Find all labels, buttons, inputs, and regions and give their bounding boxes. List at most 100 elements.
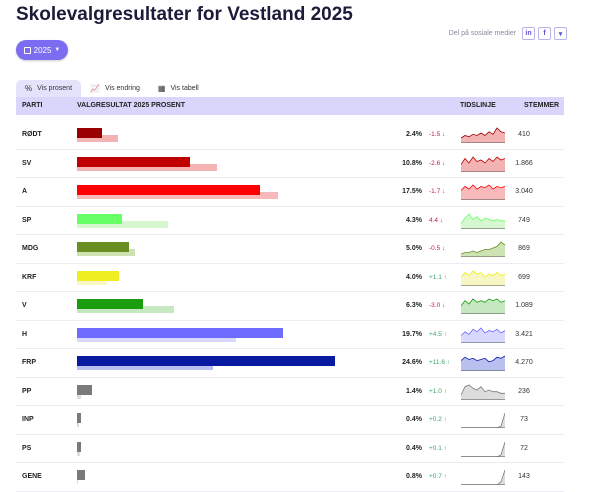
share-bar: Del på sosiale medier in f ▾ (449, 27, 567, 40)
view-tabs: % Vis prosent 📈 Vis endring ▦ Vis tabell (16, 80, 208, 97)
timeline-sparkline[interactable] (461, 296, 505, 314)
result-bar[interactable] (77, 299, 144, 309)
vote-count: 236 (518, 387, 530, 395)
timeline-sparkline[interactable] (461, 467, 505, 485)
share-label: Del på sosiale medier (448, 30, 516, 37)
facebook-share-button[interactable]: f (538, 27, 551, 40)
sparkline-area (461, 470, 505, 485)
percent-icon: % (25, 84, 33, 93)
more-share-button[interactable]: ▾ (554, 27, 567, 40)
tab-vis-prosent[interactable]: % Vis prosent (16, 80, 82, 97)
timeline-sparkline[interactable] (461, 410, 505, 428)
header-timeline: TIDSLINJE (460, 102, 496, 109)
sparkline-area (461, 128, 505, 143)
sparkline-line (461, 241, 505, 255)
change-value: -2.6 ↓ (429, 160, 445, 167)
table-row: A 17.5% -1.7 ↓ 3.040 (16, 178, 564, 207)
party-name: KRF (22, 273, 37, 281)
vote-count: 749 (518, 216, 530, 224)
year-select-button[interactable]: 2025 ▼ (16, 40, 68, 60)
result-bar[interactable] (77, 156, 191, 167)
table-row: INP 0.4% +0.2 ↑ 73 (16, 406, 564, 435)
timeline-sparkline[interactable] (461, 268, 505, 286)
arrow-up-icon: ↑ (441, 416, 447, 423)
sparkline-line (461, 155, 505, 165)
change-text: -1.5 (429, 131, 441, 138)
party-name: PP (22, 387, 32, 395)
linkedin-share-button[interactable]: in (522, 27, 535, 40)
table-row: RØDT 2.4% -1.5 ↓ 410 (16, 121, 564, 150)
change-value: -3.0 ↓ (429, 302, 445, 309)
header-result: VALGRESULTAT 2025 PROSENT (77, 102, 185, 109)
year-label: 2025 (33, 45, 52, 55)
result-percent: 4.0% (406, 273, 422, 281)
results-table: RØDT 2.4% -1.5 ↓ 410 SV 10.8% -2.6 ↓ 1.866 A 17.5… (16, 121, 564, 492)
sparkline-area (461, 384, 505, 400)
table-row: PP 1.4% +1.0 ↑ 236 (16, 378, 564, 406)
previous-result-bar (77, 135, 118, 142)
change-value: +0.1 ↑ (429, 445, 447, 452)
previous-result-bar (77, 363, 214, 370)
party-name: PS (22, 444, 32, 452)
result-bar[interactable] (77, 413, 82, 423)
arrow-up-icon: ↑ (444, 359, 451, 366)
sparkline-line (461, 355, 505, 363)
result-bar[interactable] (77, 356, 335, 366)
party-name: FRP (22, 359, 36, 366)
vote-count: 1.089 (515, 302, 533, 309)
result-bar[interactable] (77, 441, 82, 452)
timeline-sparkline[interactable] (461, 182, 505, 200)
result-percent: 2.4% (406, 131, 422, 138)
timeline-sparkline[interactable] (461, 439, 505, 457)
sparkline-line (461, 469, 505, 485)
table-row: PS 0.4% +0.1 ↑ 72 (16, 435, 564, 463)
result-bar[interactable] (77, 384, 92, 395)
result-bar[interactable] (77, 270, 119, 281)
result-bar[interactable] (77, 327, 284, 338)
timeline-sparkline[interactable] (461, 211, 505, 229)
party-name: SV (22, 159, 32, 167)
change-text: -3.0 (429, 302, 441, 309)
arrow-up-icon: ↑ (441, 330, 447, 338)
result-percent: 19.7% (402, 330, 422, 338)
vote-count: 410 (518, 131, 530, 138)
tab-vis-endring[interactable]: 📈 Vis endring (81, 80, 149, 97)
timeline-sparkline[interactable] (461, 154, 505, 172)
result-bar[interactable] (77, 242, 130, 252)
timeline-sparkline[interactable] (461, 125, 505, 143)
change-value: +4.5 ↑ (429, 331, 447, 338)
vote-count: 1.866 (515, 159, 533, 167)
result-percent: 0.4% (406, 416, 422, 423)
sparkline-area (461, 299, 505, 314)
result-percent: 24.6% (402, 359, 422, 366)
table-header: PARTI VALGRESULTAT 2025 PROSENT TIDSLINJ… (16, 97, 564, 115)
timeline-sparkline[interactable] (461, 239, 505, 257)
change-value: 4.4 ↓ (429, 217, 443, 224)
result-bar[interactable] (77, 213, 123, 224)
change-text: +11.6 (429, 359, 445, 366)
tab-label: Vis tabell (170, 85, 199, 92)
change-text: -0.5 (429, 245, 441, 252)
arrow-down-icon: ↓ (440, 188, 446, 195)
timeline-sparkline[interactable] (461, 325, 505, 343)
party-name: SP (22, 216, 32, 224)
tab-vis-tabell[interactable]: ▦ Vis tabell (149, 80, 208, 97)
table-row: GENE 0.8% +0.7 ↑ 143 (16, 463, 564, 492)
change-text: +0.2 (429, 416, 442, 423)
result-bar[interactable] (77, 470, 86, 480)
timeline-sparkline[interactable] (461, 382, 505, 400)
party-name: RØDT (22, 131, 42, 138)
sparkline-line (461, 298, 505, 306)
table-row: V 6.3% -3.0 ↓ 1.089 (16, 292, 564, 321)
party-name: INP (22, 416, 34, 423)
party-name: MDG (22, 245, 39, 252)
change-text: 4.4 (429, 216, 439, 224)
sparkline-line (461, 412, 505, 428)
change-text: -1.7 (429, 188, 441, 195)
previous-result-bar (77, 448, 81, 456)
table-row: FRP 24.6% +11.6 ↑ 4.270 (16, 349, 564, 378)
result-bar[interactable] (77, 128, 103, 138)
timeline-sparkline[interactable] (461, 353, 505, 371)
change-value: +0.2 ↑ (429, 416, 447, 423)
result-bar[interactable] (77, 185, 261, 195)
